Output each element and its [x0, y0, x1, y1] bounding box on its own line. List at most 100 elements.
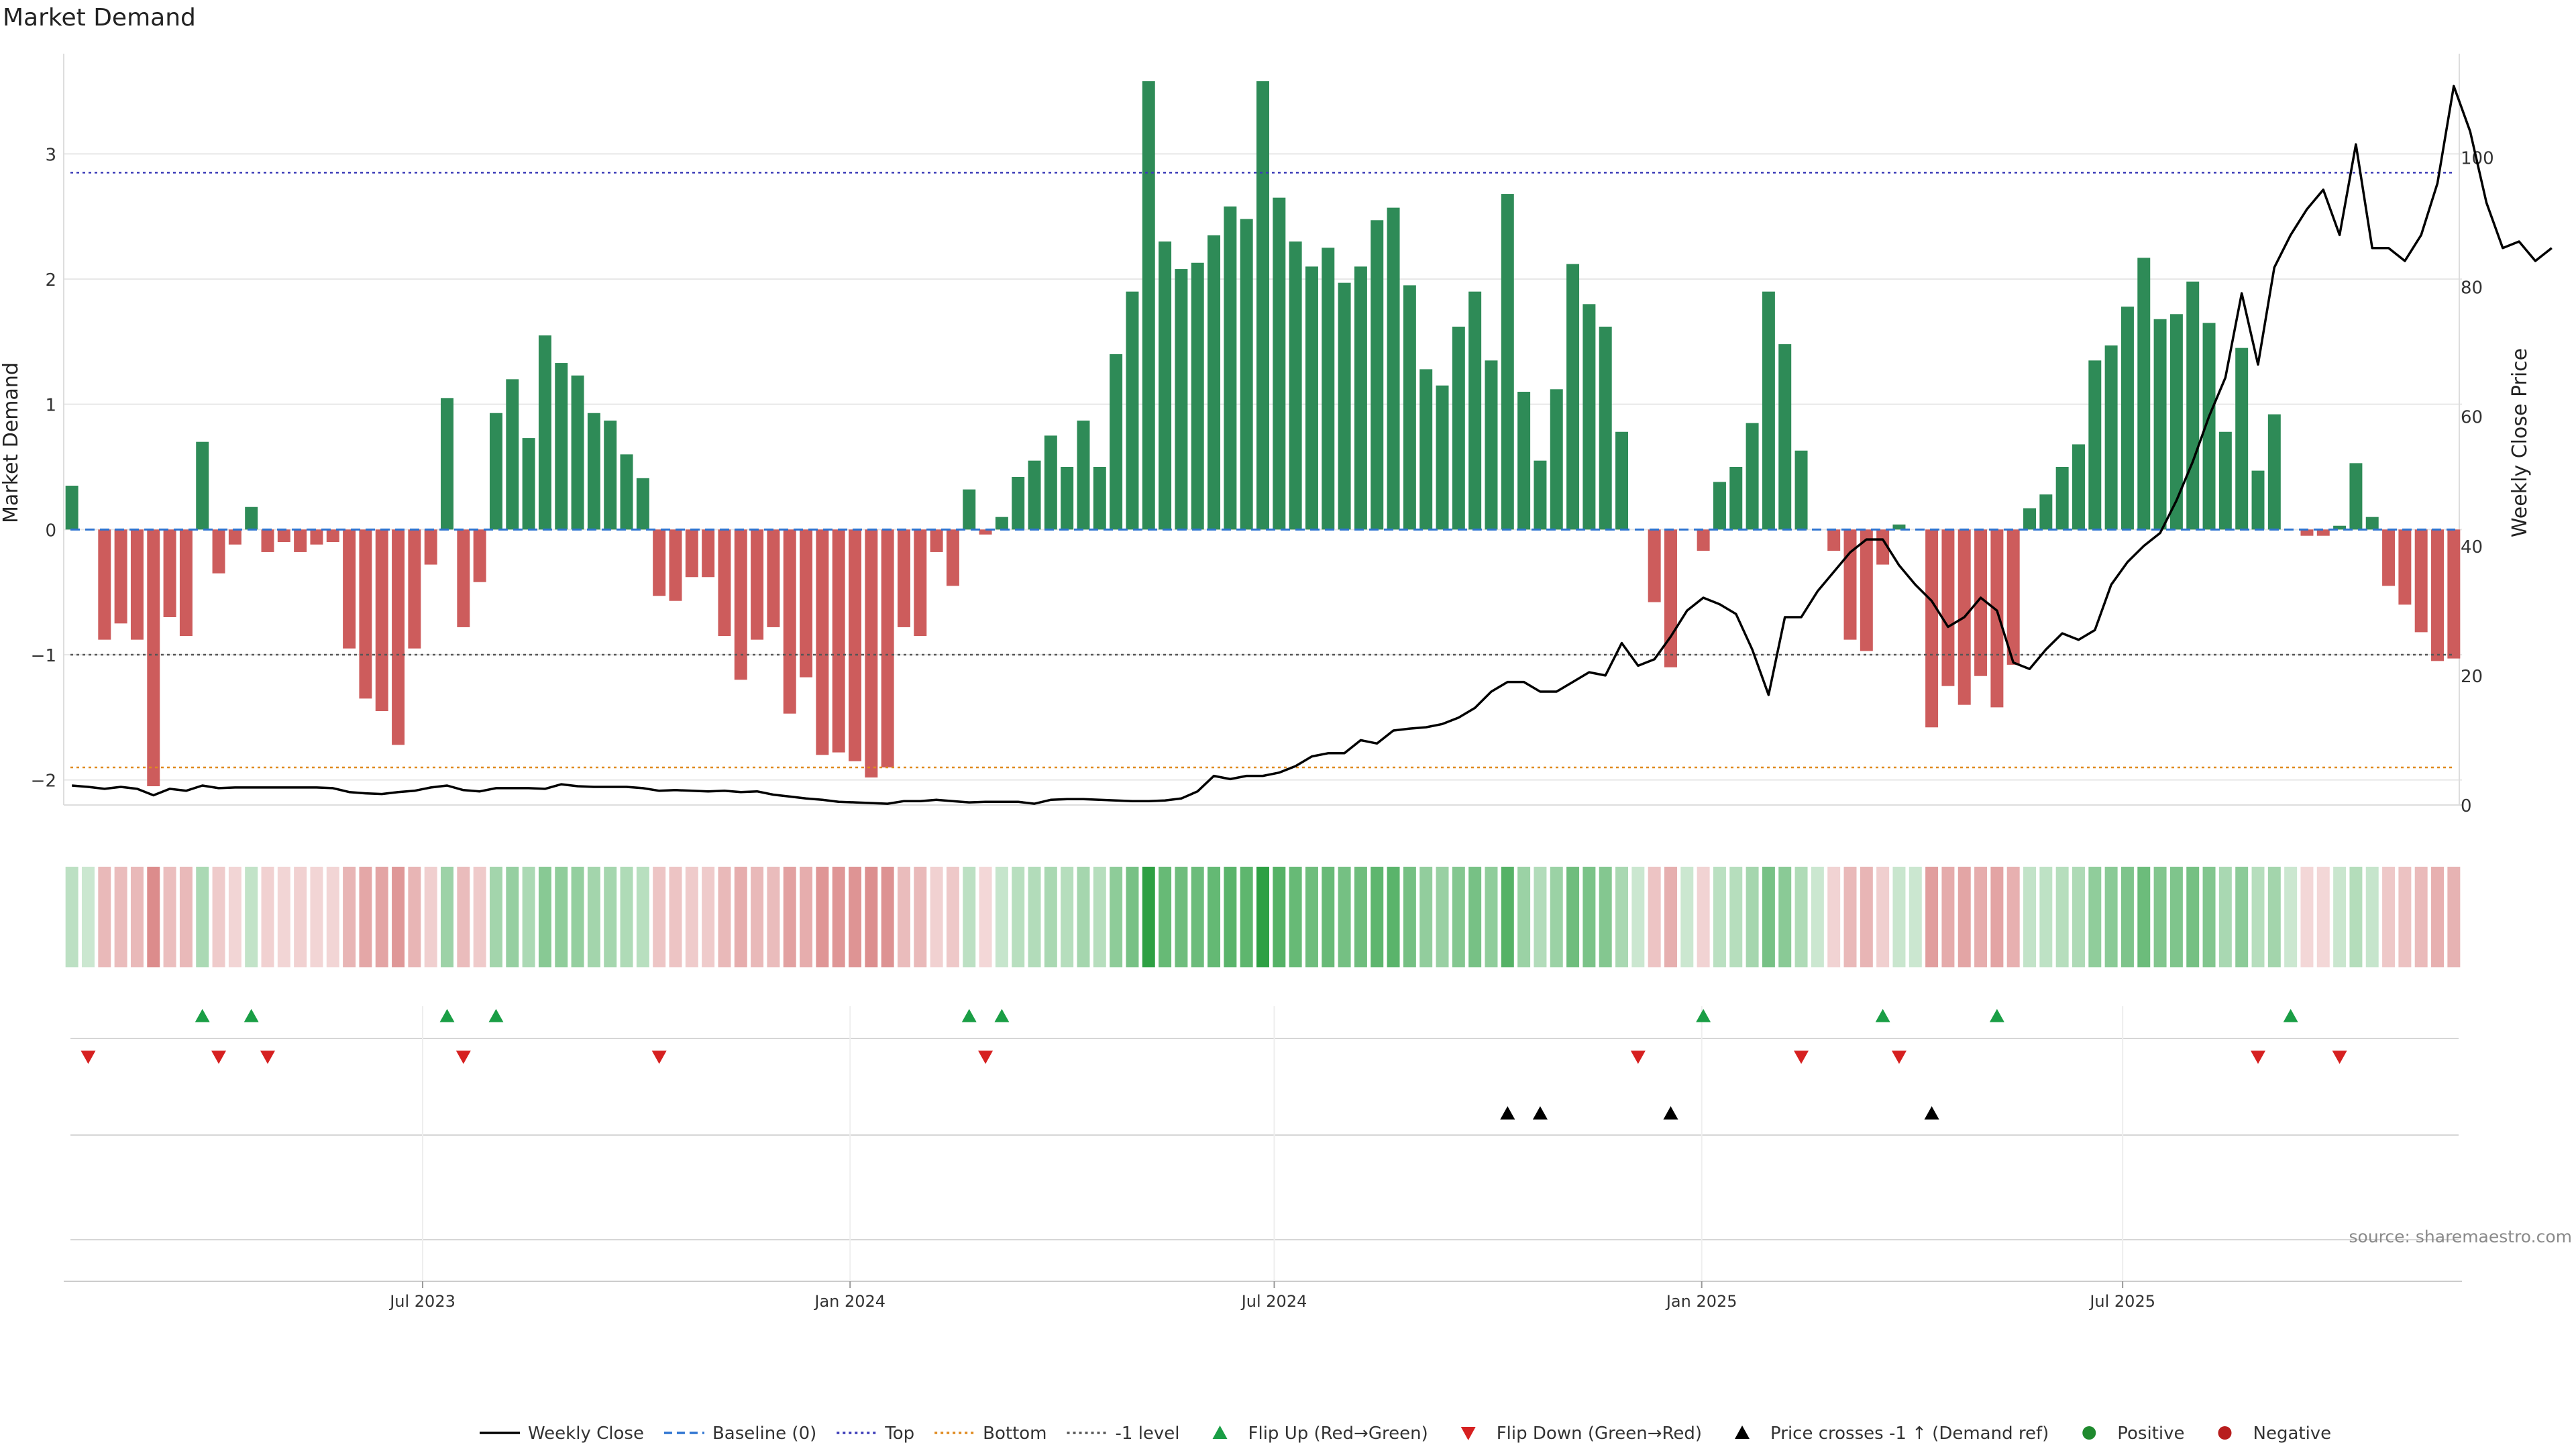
- demand-bar-positive: [1028, 460, 1041, 530]
- demand-bar-positive: [2072, 444, 2085, 530]
- flip-down-marker: [1630, 1051, 1646, 1064]
- heat-cell: [1354, 867, 1367, 967]
- flip-up-marker: [195, 1009, 210, 1022]
- demand-bar-negative: [849, 529, 861, 761]
- heat-cell: [147, 867, 160, 967]
- legend-item: Positive: [2082, 1424, 2185, 1444]
- demand-bar-positive: [1615, 431, 1629, 530]
- demand-bar-positive: [2333, 525, 2347, 530]
- flip-up-marker: [1696, 1009, 1711, 1022]
- demand-bar-positive: [1077, 420, 1090, 530]
- flip-up-marker: [1875, 1009, 1890, 1022]
- demand-bar-positive: [1191, 262, 1204, 530]
- heat-cell: [767, 867, 780, 967]
- heat-cell: [1550, 867, 1563, 967]
- demand-bar-positive: [1371, 220, 1384, 530]
- weekly-close-line: [72, 85, 2553, 805]
- demand-heat-strip: [65, 867, 2461, 967]
- heat-cell: [1322, 867, 1335, 967]
- heat-cell: [800, 867, 813, 967]
- legend-swatch: [1460, 1427, 1476, 1440]
- heat-cell: [1501, 867, 1514, 967]
- heat-cell: [865, 867, 878, 967]
- heat-cell: [326, 867, 339, 967]
- legend-item: Weekly Close: [480, 1424, 644, 1444]
- heat-cell: [783, 867, 796, 967]
- flip-down-marker: [2332, 1051, 2347, 1064]
- demand-bar-positive: [1419, 369, 1433, 530]
- demand-bar-negative: [930, 529, 943, 552]
- heat-cell: [1794, 867, 1808, 967]
- heat-cell: [1843, 867, 1857, 967]
- heat-cell: [2186, 867, 2200, 967]
- heat-cell: [1093, 867, 1106, 967]
- price-cross-marker: [1924, 1106, 1939, 1120]
- heat-cell: [506, 867, 519, 967]
- demand-bar-positive: [245, 506, 258, 530]
- heat-cell: [1599, 867, 1612, 967]
- demand-bar-negative: [457, 529, 470, 627]
- demand-bar-negative: [2316, 529, 2330, 536]
- heat-cell: [832, 867, 845, 967]
- demand-bar-negative: [1860, 529, 1873, 651]
- heat-cell: [1811, 867, 1824, 967]
- demand-bar-positive: [1110, 354, 1123, 530]
- heat-cell: [179, 867, 193, 967]
- heat-cell: [228, 867, 241, 967]
- demand-bar-positive: [2251, 470, 2265, 530]
- demand-bar-negative: [98, 529, 111, 640]
- heat-cell: [212, 867, 225, 967]
- demand-bar-negative: [1648, 529, 1661, 602]
- demand-bar-negative: [261, 529, 274, 552]
- demand-bar-positive: [1061, 467, 1074, 530]
- demand-bar-negative: [718, 529, 731, 636]
- legend-label: Positive: [2117, 1424, 2184, 1444]
- heat-cell: [2235, 867, 2249, 967]
- flip-down-marker: [1794, 1051, 1809, 1064]
- heat-cell: [2398, 867, 2412, 967]
- heat-cell: [2284, 867, 2298, 967]
- heat-cell: [1436, 867, 1449, 967]
- demand-bar-positive: [2235, 347, 2249, 530]
- demand-bar-negative: [1664, 529, 1677, 667]
- demand-bar-positive: [1534, 460, 1547, 530]
- demand-bar-negative: [653, 529, 666, 596]
- heat-cell: [1191, 867, 1204, 967]
- heat-cell: [1746, 867, 1759, 967]
- flip-down-marker: [80, 1051, 96, 1064]
- heat-cell: [914, 867, 927, 967]
- demand-bar-negative: [2300, 529, 2314, 536]
- y-tick-label: 2: [45, 270, 56, 290]
- flip-down-marker: [455, 1051, 471, 1064]
- demand-bar-positive: [1550, 389, 1563, 530]
- heat-cell: [245, 867, 258, 967]
- demand-bar-positive: [1762, 291, 1775, 530]
- demand-bar-positive: [1485, 360, 1498, 530]
- heat-cell: [1892, 867, 1906, 967]
- demand-bar-negative: [881, 529, 894, 767]
- legend-swatch: [2218, 1426, 2232, 1440]
- heat-cell: [1077, 867, 1090, 967]
- heat-cell: [1713, 867, 1726, 967]
- heat-cell: [1305, 867, 1318, 967]
- demand-bar-positive: [1403, 285, 1416, 530]
- demand-bar-positive: [2153, 319, 2167, 530]
- demand-bars: [65, 81, 2461, 786]
- demand-bar-positive: [1436, 385, 1449, 530]
- heat-cell: [702, 867, 715, 967]
- legend-item: Negative: [2218, 1424, 2331, 1444]
- demand-bar-positive: [1224, 206, 1237, 530]
- heat-cell: [1974, 867, 1988, 967]
- demand-bar-negative: [473, 529, 486, 582]
- demand-bar-positive: [1175, 269, 1188, 530]
- heat-cell: [2414, 867, 2428, 967]
- demand-bar-negative: [130, 529, 144, 640]
- legend-label: -1 level: [1116, 1424, 1180, 1444]
- demand-bar-positive: [2137, 258, 2151, 530]
- demand-bar-positive: [587, 413, 600, 530]
- price-cross-marker: [1663, 1106, 1678, 1120]
- demand-bar-positive: [2202, 323, 2216, 530]
- demand-bar-positive: [2365, 517, 2379, 530]
- demand-bar-negative: [163, 529, 176, 617]
- demand-bar-negative: [277, 529, 290, 542]
